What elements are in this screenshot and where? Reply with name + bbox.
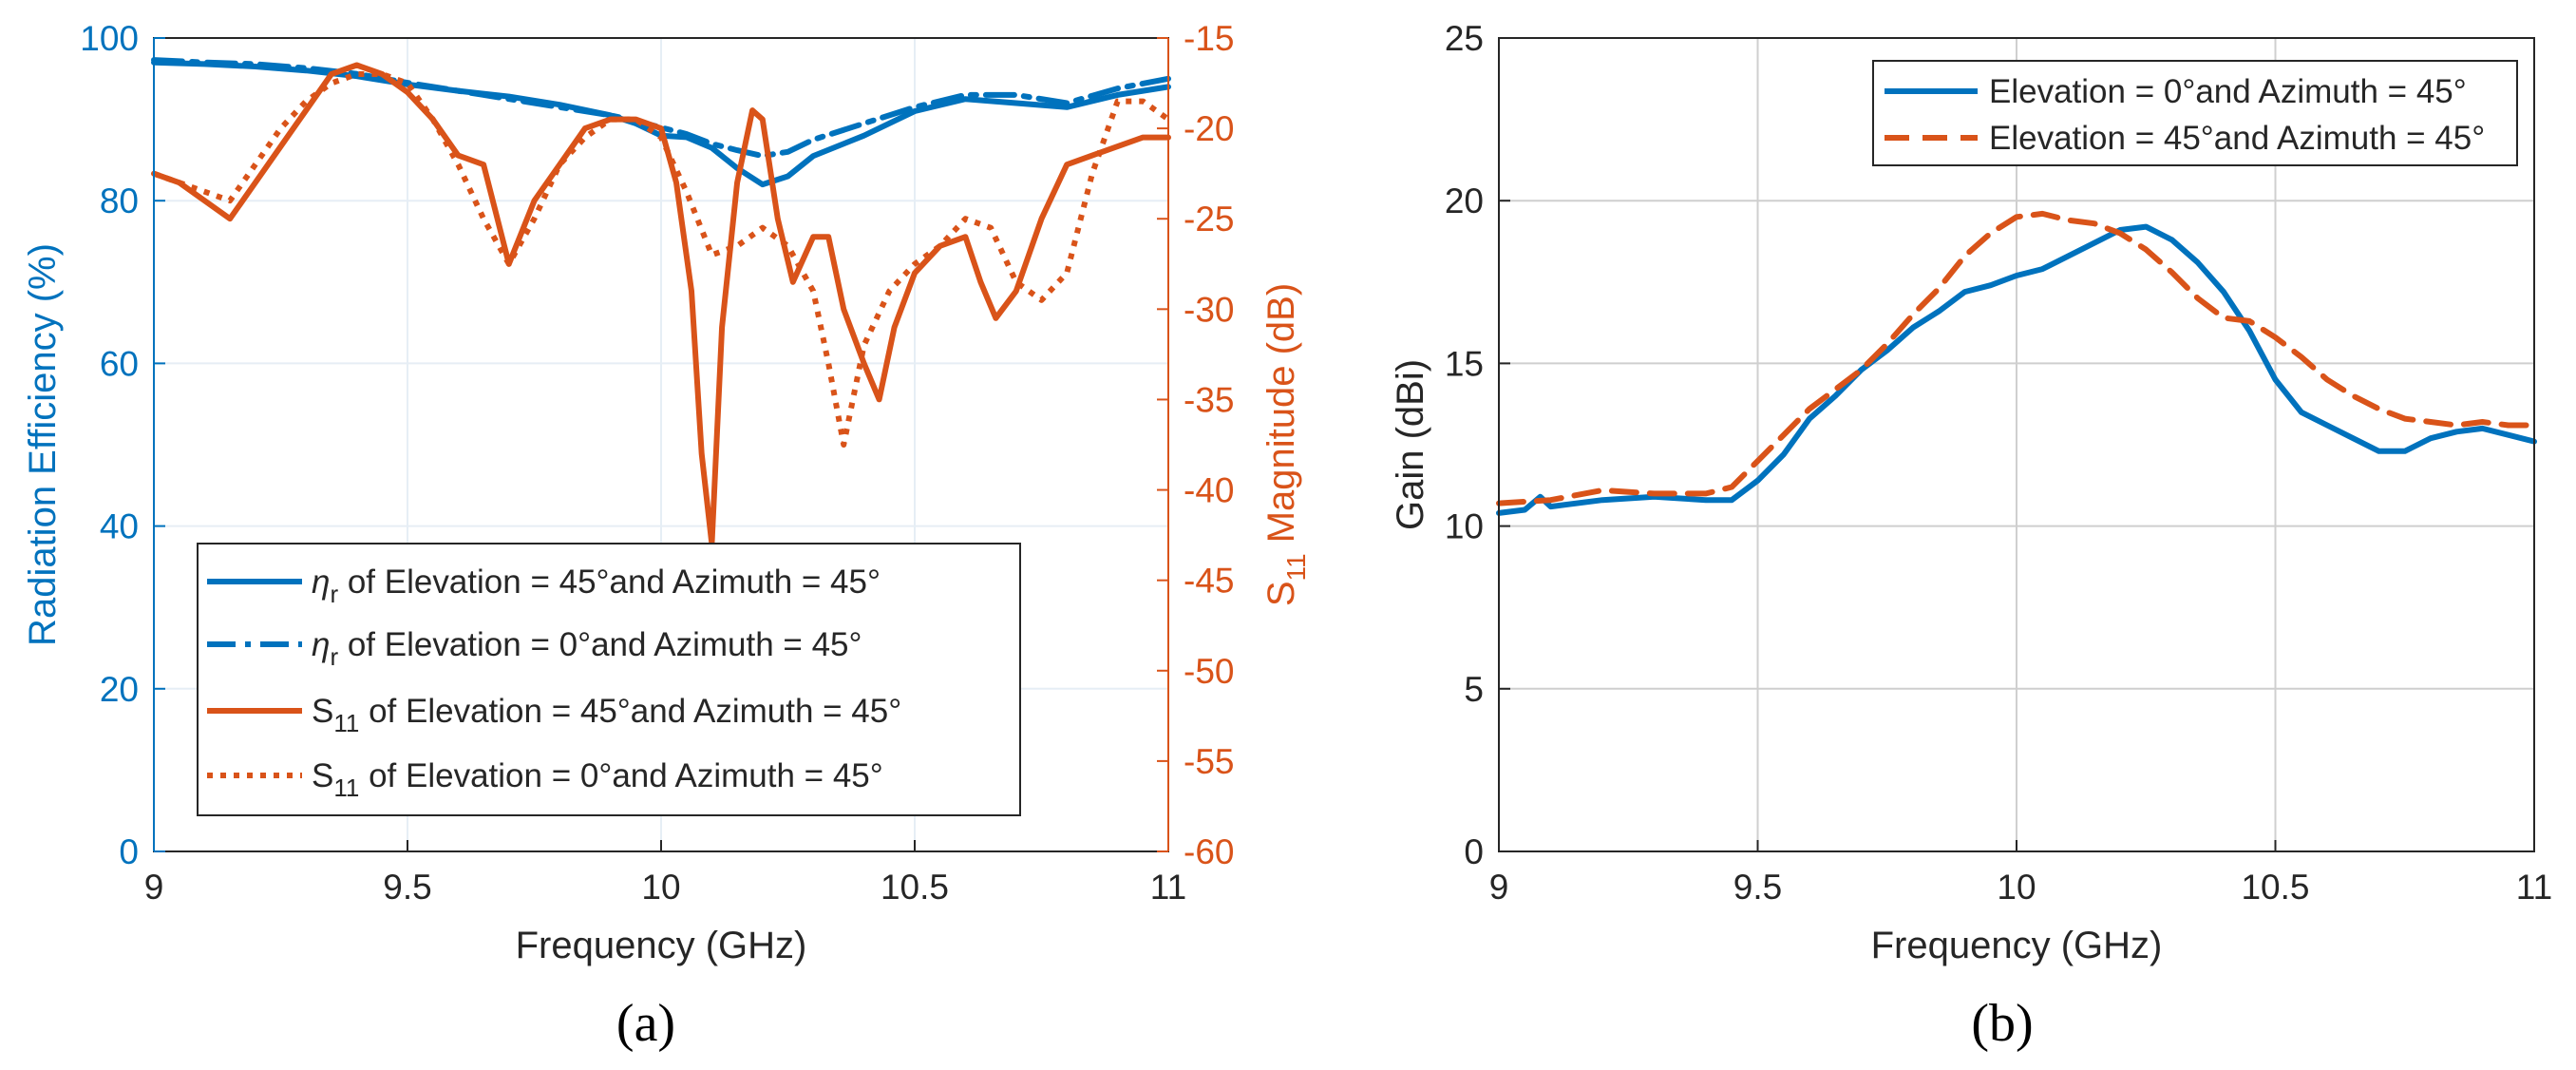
y-tick-label: 20 (100, 670, 139, 709)
grid-b (1499, 38, 2534, 851)
y-axis-label-b: Gain (dBi) (1390, 359, 1431, 530)
x-tick-label: 11 (2516, 868, 2552, 907)
yticks-b: 0 5 10 15 20 25 (1445, 19, 1510, 871)
x-tick-label: 9.5 (1733, 868, 1782, 907)
legend-label-s11-0: S11 of Elevation = 0°and Azimuth = 45° (312, 757, 883, 802)
y2-tick-label: -50 (1184, 652, 1234, 691)
x-tick-label: 10.5 (881, 868, 949, 907)
series-line-a-3 (152, 71, 1170, 448)
x-axis-label-a: Frequency (GHz) (516, 925, 807, 966)
x-tick-label: 9 (144, 868, 164, 907)
y-axis-label-a: Radiation Efficiency (%) (22, 243, 64, 646)
legend-label-b-1: Elevation = 45°and Azimuth = 45° (1989, 120, 2485, 157)
legend-box-b (1872, 60, 2518, 166)
y2ticks-a: -60 -55 -50 -45 -40 -35 -30 -25 -20 -15 (153, 19, 1234, 871)
y2-axis-label-a: S11 Magnitude (dB) (1260, 283, 1311, 606)
x-tick-label: 10 (1997, 868, 2036, 907)
x-tick-label: 10 (641, 868, 680, 907)
legend-label-eta-0: ηr of Elevation = 0°and Azimuth = 45° (312, 626, 862, 671)
legend-box-a (197, 543, 1021, 816)
legend-label-eta-45: ηr of Elevation = 45°and Azimuth = 45° (312, 564, 881, 608)
xticks-a: 9 9.5 10 10.5 11 (144, 840, 1186, 907)
y-tick-label: 0 (1464, 832, 1484, 871)
y2-tick-label: -15 (1184, 19, 1234, 58)
y-tick-label: 40 (100, 507, 139, 546)
y2-tick-label: -20 (1184, 109, 1234, 148)
y2-tick-label: -25 (1184, 200, 1234, 239)
y-tick-label: 0 (119, 832, 139, 871)
legend-a: ηr of Elevation = 45°and Azimuth = 45° η… (197, 543, 1021, 816)
legend-label-s11-45: S11 of Elevation = 45°and Azimuth = 45° (312, 693, 901, 737)
x-axis-label-b: Frequency (GHz) (1871, 925, 2163, 966)
y2-tick-label: -45 (1184, 562, 1234, 601)
y-tick-label: 5 (1464, 670, 1484, 709)
x-tick-label: 9 (1489, 868, 1509, 907)
y-tick-label: 15 (1445, 344, 1484, 383)
x-tick-label: 11 (1150, 868, 1186, 907)
x-tick-label: 9.5 (383, 868, 431, 907)
y-tick-label: 100 (80, 19, 139, 58)
y-tick-label: 60 (100, 344, 139, 383)
x-tick-label: 10.5 (2241, 868, 2309, 907)
series-line-b-0 (1496, 223, 2537, 516)
y-tick-label: 10 (1445, 507, 1484, 546)
y-tick-label: 20 (1445, 182, 1484, 220)
y-tick-label: 80 (100, 182, 139, 220)
series-line-b-1 (1496, 210, 2537, 506)
y2-tick-label: -35 (1184, 380, 1234, 419)
yticks-a: 0 20 40 60 80 100 (80, 19, 165, 871)
y2-tick-label: -30 (1184, 290, 1234, 329)
panel-label-b: (b) (1971, 994, 2033, 1053)
chart-a: 9 9.5 10 10.5 11 0 20 40 60 80 100 -60 -55 -50 -45 -4… (22, 19, 1311, 1053)
panel-label-a: (a) (616, 994, 675, 1053)
y2-tick-label: -60 (1184, 832, 1234, 871)
legend-b: Elevation = 0°and Azimuth = 45° Elevatio… (1872, 60, 2518, 166)
legend-label-b-0: Elevation = 0°and Azimuth = 45° (1989, 73, 2467, 110)
series-b (1496, 210, 2537, 516)
y2-tick-label: -40 (1184, 471, 1234, 510)
xticks-b: 9 9.5 10 10.5 11 (1489, 840, 2552, 907)
y-tick-label: 25 (1445, 19, 1484, 58)
series-line-a-1 (151, 57, 1171, 160)
y2-tick-label: -55 (1184, 742, 1234, 781)
